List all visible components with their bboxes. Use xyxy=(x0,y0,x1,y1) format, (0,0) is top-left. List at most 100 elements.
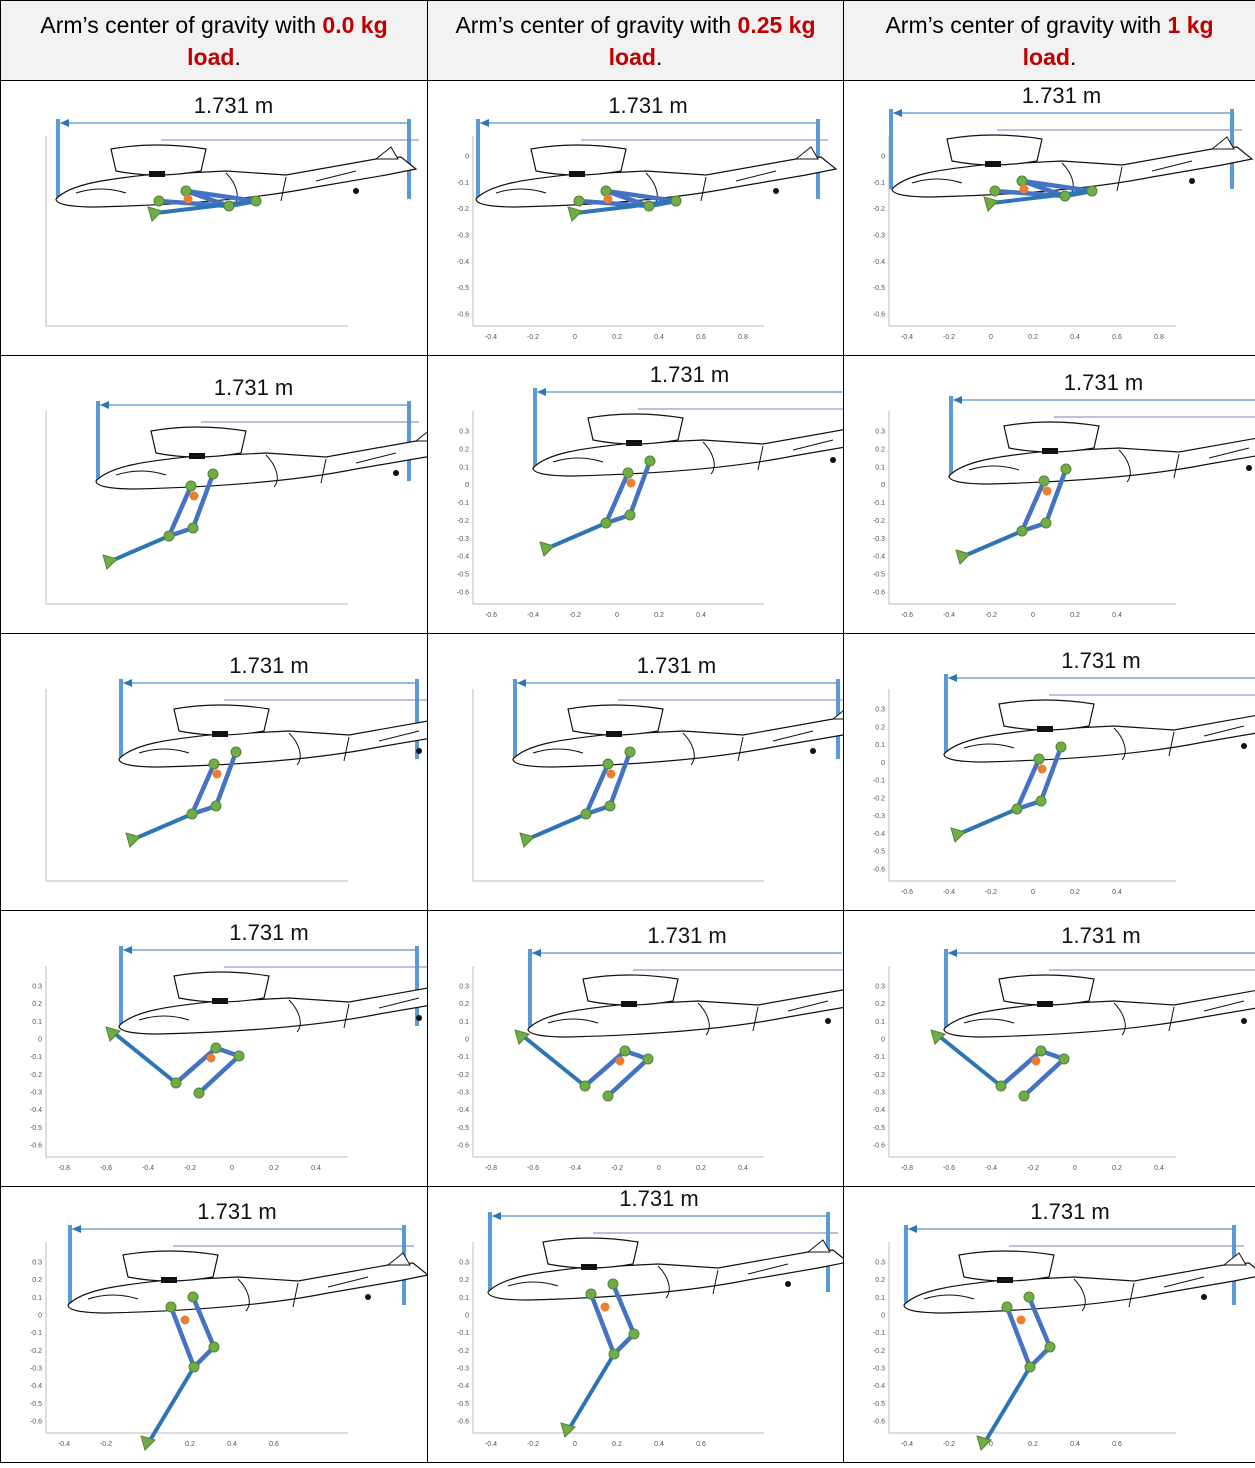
y-tick-label: 0.2 xyxy=(459,1277,469,1284)
fuselage xyxy=(903,1262,1255,1314)
rotor-bowl xyxy=(173,971,270,1003)
joint xyxy=(1001,1301,1013,1313)
joint xyxy=(233,1050,245,1062)
arm-figure: 1.731 m xyxy=(45,93,419,327)
x-tick-label: -0.2 xyxy=(985,889,997,896)
y-tick-label: -0.3 xyxy=(457,1366,469,1373)
y-tick-label: -0.5 xyxy=(457,572,469,579)
x-tick-label: 0.4 xyxy=(654,334,664,341)
rotor-bowl xyxy=(173,704,270,736)
x-tick-label: 0.2 xyxy=(1028,1441,1038,1448)
y-tick-label: -0.2 xyxy=(457,206,469,213)
center-of-gravity xyxy=(626,478,636,488)
y-tick-label: -0.6 xyxy=(873,867,885,874)
figure-cell: 0.3 0.2 0.1 0 -0.1 -0.2 -0.3 -0.4 -0.5 -0.6 -0.8 -0… xyxy=(843,910,1255,1187)
rotor-hub xyxy=(161,1277,177,1283)
joint xyxy=(250,195,262,207)
y-tick-label: -0.2 xyxy=(873,206,885,213)
x-tick-label: 0.8 xyxy=(738,334,748,341)
joint xyxy=(1035,1045,1047,1057)
header-load: 0.25 kg load xyxy=(608,11,816,70)
dimension-label: 1.731 m xyxy=(637,653,717,678)
x-tick-label: -0.6 xyxy=(100,1165,112,1172)
y-tick-label: -0.3 xyxy=(873,536,885,543)
rotor-hub xyxy=(626,440,642,446)
x-tick-label: 0 xyxy=(615,612,619,619)
arrow-head xyxy=(72,1225,81,1233)
joint xyxy=(573,195,585,207)
rotor-hub xyxy=(189,453,205,459)
tail-wheel xyxy=(1246,465,1252,471)
arm-figure: 1.731 m xyxy=(45,653,481,882)
center-of-gravity xyxy=(206,1053,216,1063)
tail-wheel xyxy=(365,1294,371,1300)
rotor-bowl xyxy=(122,1250,219,1282)
arm-link xyxy=(983,1365,1032,1444)
arm-link xyxy=(610,1281,637,1337)
joint xyxy=(208,1341,220,1353)
helicopter xyxy=(55,144,418,208)
helicopter xyxy=(512,704,875,768)
x-tick-label: 0.4 xyxy=(1154,1165,1164,1172)
arrow-head xyxy=(532,949,541,957)
joint xyxy=(1058,1053,1070,1065)
x-tick-label: 0 xyxy=(573,334,577,341)
center-of-gravity xyxy=(1031,1056,1041,1066)
figure-cell: 0.3 0.2 0.1 0 -0.1 -0.2 -0.3 -0.4 -0.5 -0.6 -0.6 -0… xyxy=(843,355,1255,634)
joint xyxy=(1023,1291,1035,1303)
center-of-gravity xyxy=(189,491,199,501)
fuselage xyxy=(487,1249,850,1301)
tail-fin xyxy=(386,1252,411,1266)
y-tick-label: -0.6 xyxy=(457,312,469,319)
figure-cell: 0 -0.1 -0.2 -0.3 -0.4 -0.5 -0.6 -0.4 -0.2 0 0.2 0.4… xyxy=(427,80,844,356)
x-tick-label: 0.6 xyxy=(696,1441,706,1448)
y-tick-label: 0.2 xyxy=(32,1001,42,1008)
canopy xyxy=(138,730,420,766)
x-tick-label: 0.2 xyxy=(1070,612,1080,619)
figure-cell: 1.731 m xyxy=(427,633,875,911)
x-tick-label: -0.2 xyxy=(569,612,581,619)
tail-wheel xyxy=(825,1018,831,1024)
canopy xyxy=(923,1276,1205,1312)
rotor-bowl xyxy=(542,1237,639,1269)
joint xyxy=(1059,190,1071,202)
header-cell: Arm’s center of gravity with 0.0 kg load… xyxy=(0,0,428,81)
fuselage xyxy=(527,986,890,1038)
arm-link xyxy=(183,188,259,204)
x-tick-label: -0.2 xyxy=(527,1441,539,1448)
y-tick-label: 0.2 xyxy=(459,1001,469,1008)
dimension-label: 1.731 m xyxy=(608,93,688,118)
y-tick-label: -0.5 xyxy=(873,1125,885,1132)
x-tick-label: 0.2 xyxy=(696,1165,706,1172)
y-tick-label: 0.1 xyxy=(32,1019,42,1026)
y-tick-label: -0.1 xyxy=(873,180,885,187)
end-effector xyxy=(983,196,999,212)
helicopter xyxy=(118,704,481,768)
y-tick-label: -0.5 xyxy=(30,1125,42,1132)
joint xyxy=(223,200,235,212)
arm-link xyxy=(173,1045,219,1086)
y-tick-label: -0.6 xyxy=(873,590,885,597)
y-tick-label: -0.4 xyxy=(30,1107,42,1114)
helicopter xyxy=(95,426,458,490)
tail-wheel xyxy=(773,188,779,194)
rotor-bowl xyxy=(587,413,684,445)
canopy xyxy=(75,170,357,206)
joint xyxy=(185,480,197,492)
joint xyxy=(1060,463,1072,475)
header-text: Arm’s center of gravity with 1 kg load. xyxy=(858,9,1241,73)
joint xyxy=(644,455,656,467)
y-tick-label: -0.4 xyxy=(30,1383,42,1390)
header-cell: Arm’s center of gravity with 1 kg load. xyxy=(843,0,1255,81)
y-tick-label: -0.1 xyxy=(457,180,469,187)
y-tick-label: 0.1 xyxy=(875,1019,885,1026)
fuselage xyxy=(55,156,418,208)
arm-figure: 0.3 0.2 0.1 0 -0.1 -0.2 -0.3 -0.4 -0.5 -0.6 -0.6 -0… xyxy=(873,648,1255,896)
helicopter xyxy=(948,421,1255,485)
y-tick-label: -0.4 xyxy=(873,831,885,838)
joint xyxy=(1035,795,1047,807)
tail-wheel xyxy=(1189,178,1195,184)
joint xyxy=(1040,517,1052,529)
x-tick-label: -0.4 xyxy=(142,1165,154,1172)
y-tick-label: -0.6 xyxy=(30,1143,42,1150)
